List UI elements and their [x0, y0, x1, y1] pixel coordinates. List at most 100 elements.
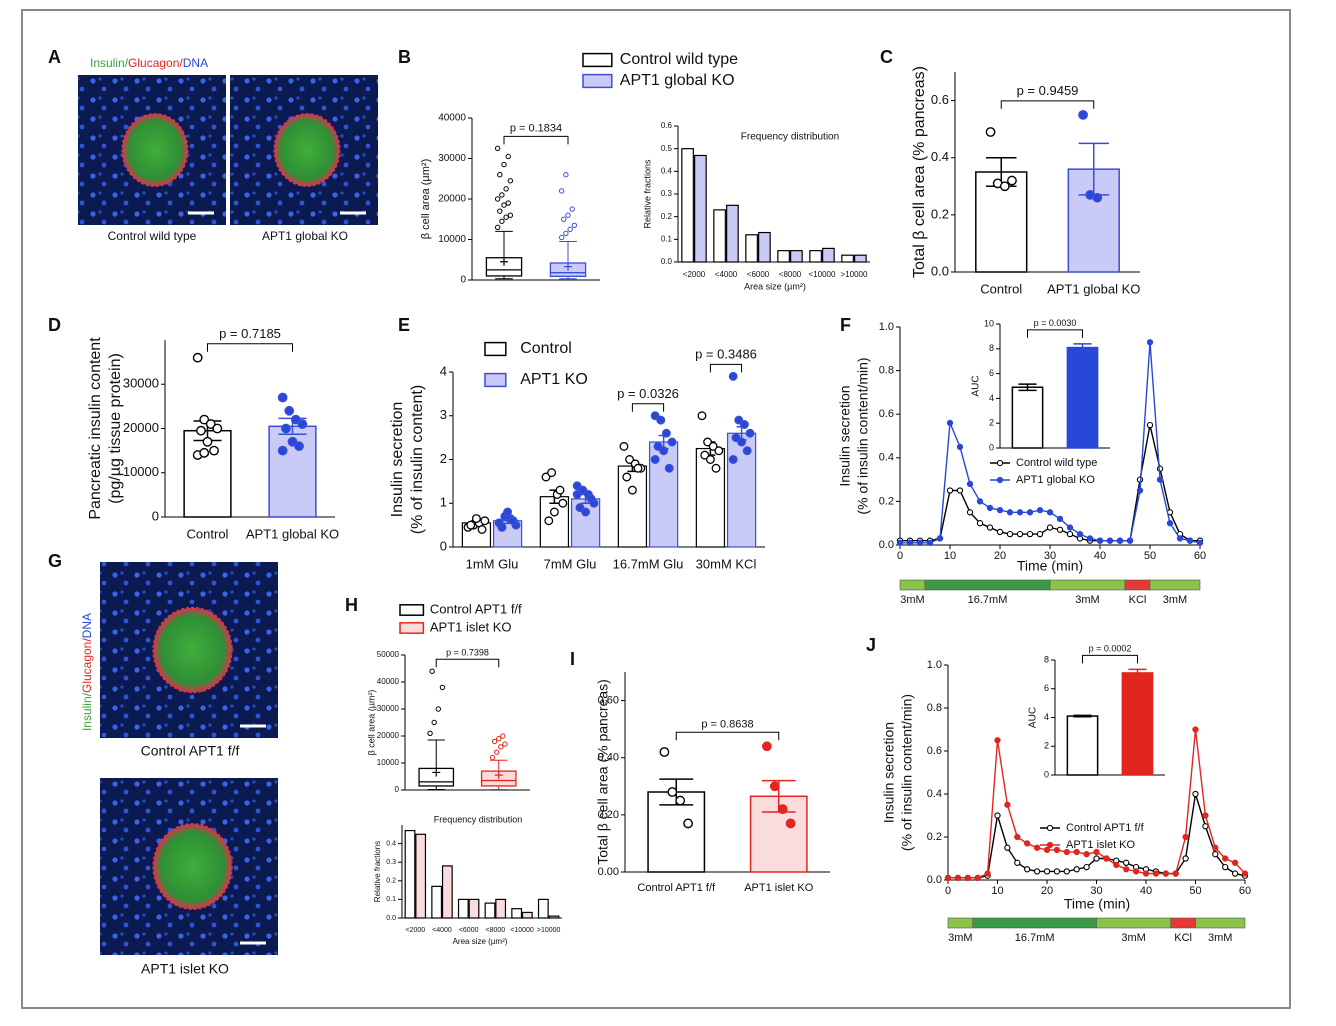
y-axis-label: β cell area (µm²) — [420, 159, 432, 240]
data-point — [1033, 844, 1041, 851]
outlier — [496, 736, 502, 742]
chart-title: Frequency distribution — [741, 132, 839, 143]
data-point — [986, 524, 994, 531]
y-tick-label: 10000 — [123, 464, 159, 479]
x-tick-label: 7mM Glu — [544, 556, 597, 571]
x-tick-label: 20 — [994, 550, 1006, 562]
legend-label: Control — [520, 340, 572, 357]
data-point — [994, 812, 1001, 819]
error-bar — [1073, 343, 1092, 353]
data-point — [675, 795, 686, 806]
image-caption: APT1 global KO — [262, 229, 348, 243]
significance-bracket — [631, 403, 665, 412]
data-point — [946, 487, 954, 494]
data-point — [633, 463, 643, 473]
data-point — [549, 507, 559, 517]
y-tick-label: 0.6 — [879, 408, 894, 420]
y-tick-label: 0.6 — [931, 92, 949, 107]
stain-word: Insulin/ — [90, 56, 129, 70]
data-point — [294, 441, 304, 452]
islet — [121, 113, 189, 187]
data-point — [555, 485, 565, 495]
p-value: p = 0.1834 — [510, 123, 562, 135]
chart-title: Frequency distribution — [434, 814, 523, 824]
y-axis-label: β cell area (µm²) — [366, 690, 376, 756]
y-tick-label: 40000 — [377, 677, 400, 686]
outlier — [497, 172, 503, 178]
protocol-label: 3mM — [1208, 932, 1232, 944]
data-point — [1004, 844, 1011, 851]
x-tick-label: Control — [187, 526, 229, 541]
x-tick-label: Control APT1 f/f — [637, 882, 716, 894]
data-point — [1026, 530, 1034, 538]
y-tick-label: 20000 — [377, 731, 400, 740]
data-point — [650, 455, 660, 464]
legend-marker — [1046, 824, 1054, 832]
x-tick-label: <8000 — [779, 270, 802, 279]
data-point — [471, 514, 481, 524]
y-tick-label: 0.3 — [386, 859, 396, 866]
significance-bracket — [1082, 654, 1138, 664]
bar — [1066, 346, 1099, 449]
y-axis-label: Total β cell area (% pancreas) — [595, 679, 611, 864]
data-point — [1007, 175, 1017, 186]
outlier — [439, 684, 446, 691]
legend-marker — [1046, 841, 1054, 849]
data-point — [1176, 535, 1184, 542]
x-tick-label: <4000 — [432, 927, 452, 934]
data-point — [777, 804, 788, 815]
x-tick-label: >10000 — [537, 927, 561, 934]
data-point — [1123, 866, 1130, 873]
y-tick-label: 10 — [984, 318, 994, 328]
data-point — [1033, 868, 1041, 875]
outlier — [429, 668, 435, 674]
panel-letter: B — [398, 47, 411, 67]
bar — [681, 148, 694, 263]
data-point — [1186, 537, 1194, 544]
data-point — [1086, 535, 1094, 542]
x-tick-label: 40 — [1140, 885, 1152, 897]
data-point — [956, 487, 964, 494]
panel-letter: G — [48, 551, 62, 571]
data-point — [1116, 537, 1124, 544]
y-tick-label: 2 — [440, 451, 447, 466]
data-point — [984, 870, 991, 877]
data-point — [1231, 859, 1239, 866]
significance-bracket — [207, 343, 293, 352]
data-point — [936, 535, 944, 542]
protocol-label: KCl — [1174, 932, 1192, 944]
legend-label: APT1 islet KO — [1066, 839, 1136, 851]
y-tick-label: 2 — [989, 418, 994, 428]
y-tick-label: 3 — [440, 407, 447, 422]
significance-bracket — [1000, 100, 1095, 109]
protocol-label: KCl — [1129, 594, 1147, 606]
data-point — [1156, 476, 1164, 483]
data-point — [1202, 812, 1209, 819]
data-point — [547, 468, 557, 478]
outlier — [569, 206, 575, 212]
y-axis-label: Insulin secretion — [389, 402, 406, 518]
x-tick-label: 10 — [991, 885, 1003, 897]
stain-label: Insulin/Glucagon/DNA — [90, 56, 208, 70]
data-point — [659, 747, 670, 757]
data-point — [290, 414, 301, 425]
image-caption: Control wild type — [108, 229, 197, 243]
data-point — [281, 423, 291, 434]
y-axis-label: (% of insulin content/min) — [899, 694, 915, 851]
data-point — [287, 436, 298, 447]
outlier — [501, 202, 507, 208]
bar — [441, 865, 453, 919]
data-point — [508, 516, 518, 526]
y-tick-label: 0.0 — [386, 915, 396, 922]
protocol-label: 3mM — [1075, 594, 1099, 606]
y-tick-label: 0.60 — [598, 694, 619, 706]
data-point — [1146, 421, 1154, 429]
data-point — [209, 445, 219, 456]
p-value: p = 0.0002 — [1089, 643, 1132, 653]
y-tick-label: 0.3 — [661, 189, 673, 198]
data-point — [1066, 530, 1074, 538]
x-tick-label: 10 — [944, 550, 956, 562]
protocol-label: 3mM — [1121, 932, 1145, 944]
error-bar — [1073, 714, 1092, 718]
data-point — [926, 539, 934, 546]
